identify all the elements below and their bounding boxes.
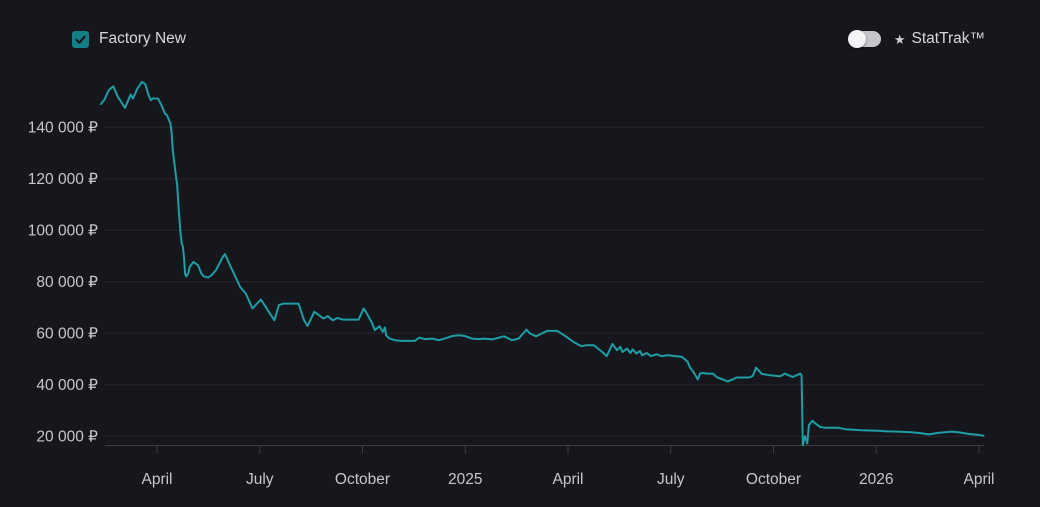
star-icon: ★	[893, 31, 906, 47]
y-axis-tick-label: 80 000 ₽	[36, 274, 98, 291]
x-axis-tick-label: October	[746, 471, 801, 488]
x-axis-tick-label: April	[141, 471, 172, 488]
y-axis-tick-label: 40 000 ₽	[36, 377, 98, 394]
x-axis-tick-label: 2025	[448, 471, 482, 488]
x-axis-tick-label: April	[552, 471, 583, 488]
toggle-knob-icon	[847, 30, 866, 48]
checkmark-icon	[75, 35, 86, 44]
x-axis-tick-label: October	[335, 471, 390, 488]
factory-new-label: Factory New	[99, 30, 186, 48]
stattrak-label: StatTrak™	[911, 30, 986, 48]
x-axis-tick-label: July	[246, 471, 274, 488]
factory-new-filter[interactable]: Factory New	[72, 28, 186, 50]
y-axis-tick-label: 100 000 ₽	[28, 223, 98, 240]
factory-new-checkbox[interactable]	[72, 30, 89, 48]
y-axis-tick-label: 20 000 ₽	[36, 429, 98, 446]
x-axis-tick-label: 2026	[859, 471, 893, 488]
x-axis-tick-label: July	[657, 471, 685, 488]
stattrak-control: ★ StatTrak™	[847, 28, 986, 50]
price-line	[99, 80, 985, 447]
y-axis-tick-label: 60 000 ₽	[36, 326, 98, 343]
x-axis-tick-label: April	[963, 471, 994, 488]
y-axis-tick-label: 120 000 ₽	[28, 171, 98, 188]
stattrak-toggle[interactable]	[847, 30, 881, 48]
y-axis-tick-label: 140 000 ₽	[28, 120, 98, 137]
